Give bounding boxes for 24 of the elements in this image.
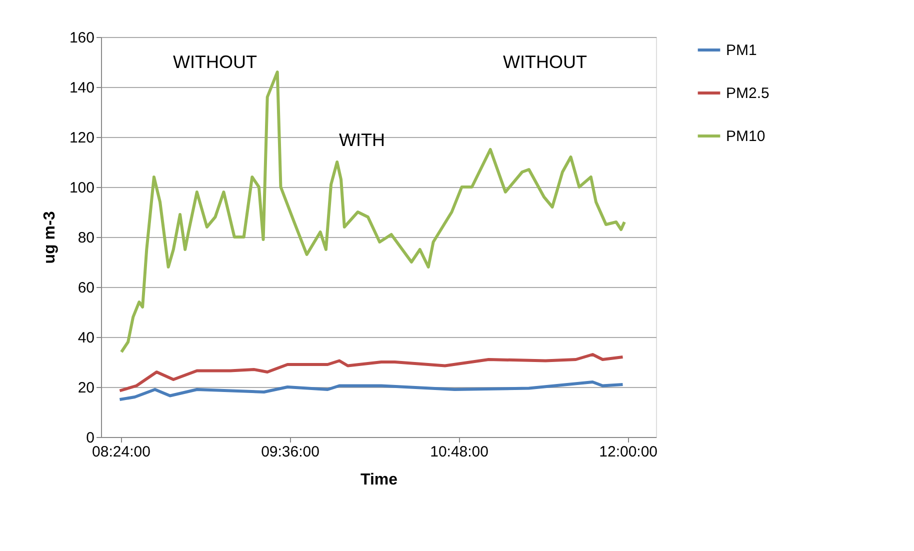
y-tick-label: 100 [69,180,94,196]
y-tick-label: 120 [69,130,94,146]
x-tick-label: 10:48:00 [430,444,488,460]
annotation: WITHOUT [503,52,587,72]
y-tick-label: 40 [78,330,94,346]
line-series [118,353,624,392]
legend-label: PM1 [726,42,757,59]
y-tick-label: 160 [69,30,94,46]
legend-label: PM2.5 [726,85,770,102]
x-tick-label: 08:24:00 [92,444,150,460]
y-tick-label: 20 [78,380,94,396]
line-series [118,380,624,401]
y-tick-label: 60 [78,280,94,296]
y-axis-title: ug m-3 [41,211,58,264]
x-tick-label: 09:36:00 [261,444,320,460]
x-tick-label: 12:00:00 [599,444,658,460]
y-tick-label: 140 [69,80,94,96]
y-tick-label: 80 [78,230,94,246]
legend-label: PM10 [726,128,766,145]
x-axis-title: Time [360,472,398,488]
y-tick-label: 0 [86,430,94,446]
annotation: WITH [339,130,385,150]
annotation: WITHOUT [173,52,257,72]
line-series [120,70,626,354]
